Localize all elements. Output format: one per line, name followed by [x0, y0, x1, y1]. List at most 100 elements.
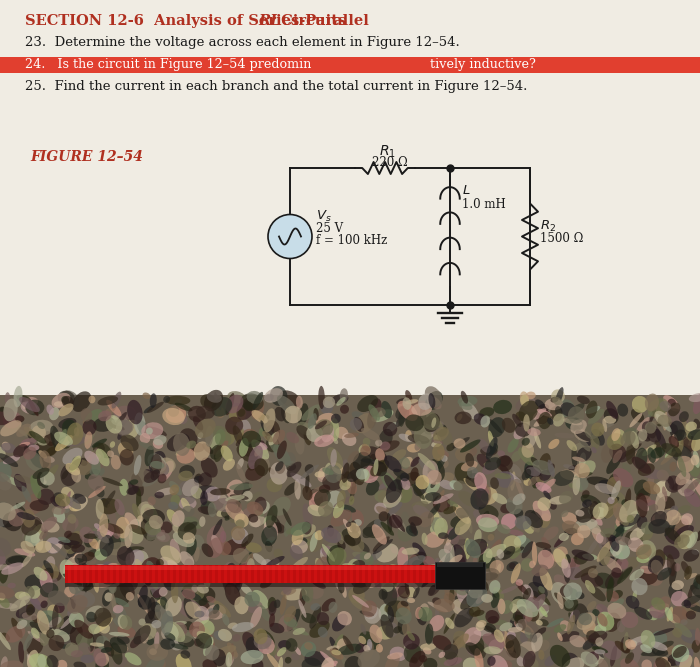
- Ellipse shape: [523, 521, 534, 534]
- Ellipse shape: [674, 525, 694, 540]
- Ellipse shape: [394, 483, 412, 503]
- Ellipse shape: [331, 414, 341, 424]
- Ellipse shape: [602, 613, 610, 627]
- Ellipse shape: [614, 531, 622, 538]
- Ellipse shape: [111, 455, 121, 470]
- Ellipse shape: [672, 479, 687, 491]
- Ellipse shape: [500, 586, 518, 594]
- Ellipse shape: [662, 486, 667, 502]
- Ellipse shape: [322, 474, 343, 490]
- Ellipse shape: [417, 552, 427, 561]
- Ellipse shape: [421, 573, 436, 588]
- Ellipse shape: [31, 628, 40, 639]
- Ellipse shape: [649, 631, 667, 650]
- Ellipse shape: [582, 490, 589, 498]
- Ellipse shape: [484, 646, 501, 654]
- Ellipse shape: [402, 622, 411, 637]
- Ellipse shape: [170, 399, 182, 410]
- Ellipse shape: [615, 641, 630, 654]
- Ellipse shape: [564, 562, 570, 583]
- Ellipse shape: [619, 552, 624, 562]
- Ellipse shape: [290, 545, 303, 560]
- Ellipse shape: [393, 469, 409, 480]
- Ellipse shape: [278, 640, 291, 650]
- Ellipse shape: [150, 589, 160, 600]
- Ellipse shape: [439, 652, 445, 658]
- Ellipse shape: [1, 474, 22, 487]
- Ellipse shape: [172, 512, 188, 528]
- Ellipse shape: [301, 580, 314, 603]
- Text: $R_2$: $R_2$: [540, 219, 556, 233]
- Ellipse shape: [580, 435, 592, 446]
- Ellipse shape: [605, 570, 624, 589]
- Ellipse shape: [616, 543, 625, 551]
- Ellipse shape: [94, 570, 117, 588]
- Ellipse shape: [305, 473, 309, 493]
- Ellipse shape: [489, 417, 505, 438]
- Ellipse shape: [185, 517, 201, 529]
- Ellipse shape: [148, 496, 156, 506]
- Ellipse shape: [648, 607, 659, 618]
- Ellipse shape: [594, 572, 615, 589]
- Ellipse shape: [36, 616, 49, 623]
- Ellipse shape: [539, 606, 547, 617]
- Bar: [137, 565, 140, 583]
- Ellipse shape: [343, 519, 353, 532]
- Ellipse shape: [483, 548, 493, 564]
- Ellipse shape: [535, 640, 550, 652]
- Ellipse shape: [322, 468, 334, 475]
- Ellipse shape: [463, 658, 480, 667]
- Ellipse shape: [0, 447, 6, 458]
- Ellipse shape: [41, 600, 48, 608]
- Ellipse shape: [444, 578, 458, 599]
- Ellipse shape: [612, 525, 624, 544]
- Ellipse shape: [310, 603, 320, 610]
- Ellipse shape: [361, 428, 380, 441]
- Text: f = 100 kHz: f = 100 kHz: [316, 235, 387, 247]
- Ellipse shape: [674, 563, 680, 572]
- Ellipse shape: [323, 397, 335, 408]
- Ellipse shape: [412, 542, 426, 557]
- Ellipse shape: [623, 510, 640, 530]
- Ellipse shape: [225, 562, 237, 576]
- Ellipse shape: [205, 645, 219, 660]
- Ellipse shape: [636, 499, 649, 512]
- Ellipse shape: [381, 614, 393, 638]
- Ellipse shape: [430, 413, 444, 430]
- Bar: [245, 565, 248, 583]
- Ellipse shape: [23, 447, 36, 460]
- Ellipse shape: [391, 571, 405, 586]
- Ellipse shape: [300, 642, 316, 657]
- Bar: [209, 565, 212, 583]
- Ellipse shape: [502, 418, 515, 433]
- Ellipse shape: [522, 584, 533, 601]
- Ellipse shape: [672, 644, 690, 662]
- Ellipse shape: [461, 400, 479, 420]
- Bar: [365, 565, 368, 583]
- Ellipse shape: [576, 478, 589, 490]
- Bar: [65, 567, 440, 587]
- Ellipse shape: [479, 504, 498, 520]
- Ellipse shape: [304, 430, 312, 446]
- Ellipse shape: [381, 579, 393, 592]
- Ellipse shape: [531, 591, 540, 601]
- Ellipse shape: [295, 538, 307, 546]
- Ellipse shape: [457, 582, 466, 592]
- Ellipse shape: [531, 633, 542, 652]
- Ellipse shape: [269, 432, 279, 446]
- Ellipse shape: [160, 546, 181, 564]
- Ellipse shape: [247, 558, 255, 571]
- Ellipse shape: [516, 623, 523, 630]
- Ellipse shape: [428, 584, 440, 596]
- Ellipse shape: [348, 451, 359, 463]
- Bar: [383, 565, 386, 583]
- Ellipse shape: [186, 538, 197, 556]
- Ellipse shape: [498, 649, 517, 660]
- Ellipse shape: [488, 431, 494, 447]
- Ellipse shape: [6, 626, 25, 642]
- Ellipse shape: [293, 627, 309, 636]
- Ellipse shape: [183, 522, 197, 532]
- Ellipse shape: [129, 529, 144, 544]
- Ellipse shape: [366, 480, 379, 496]
- Ellipse shape: [141, 557, 160, 575]
